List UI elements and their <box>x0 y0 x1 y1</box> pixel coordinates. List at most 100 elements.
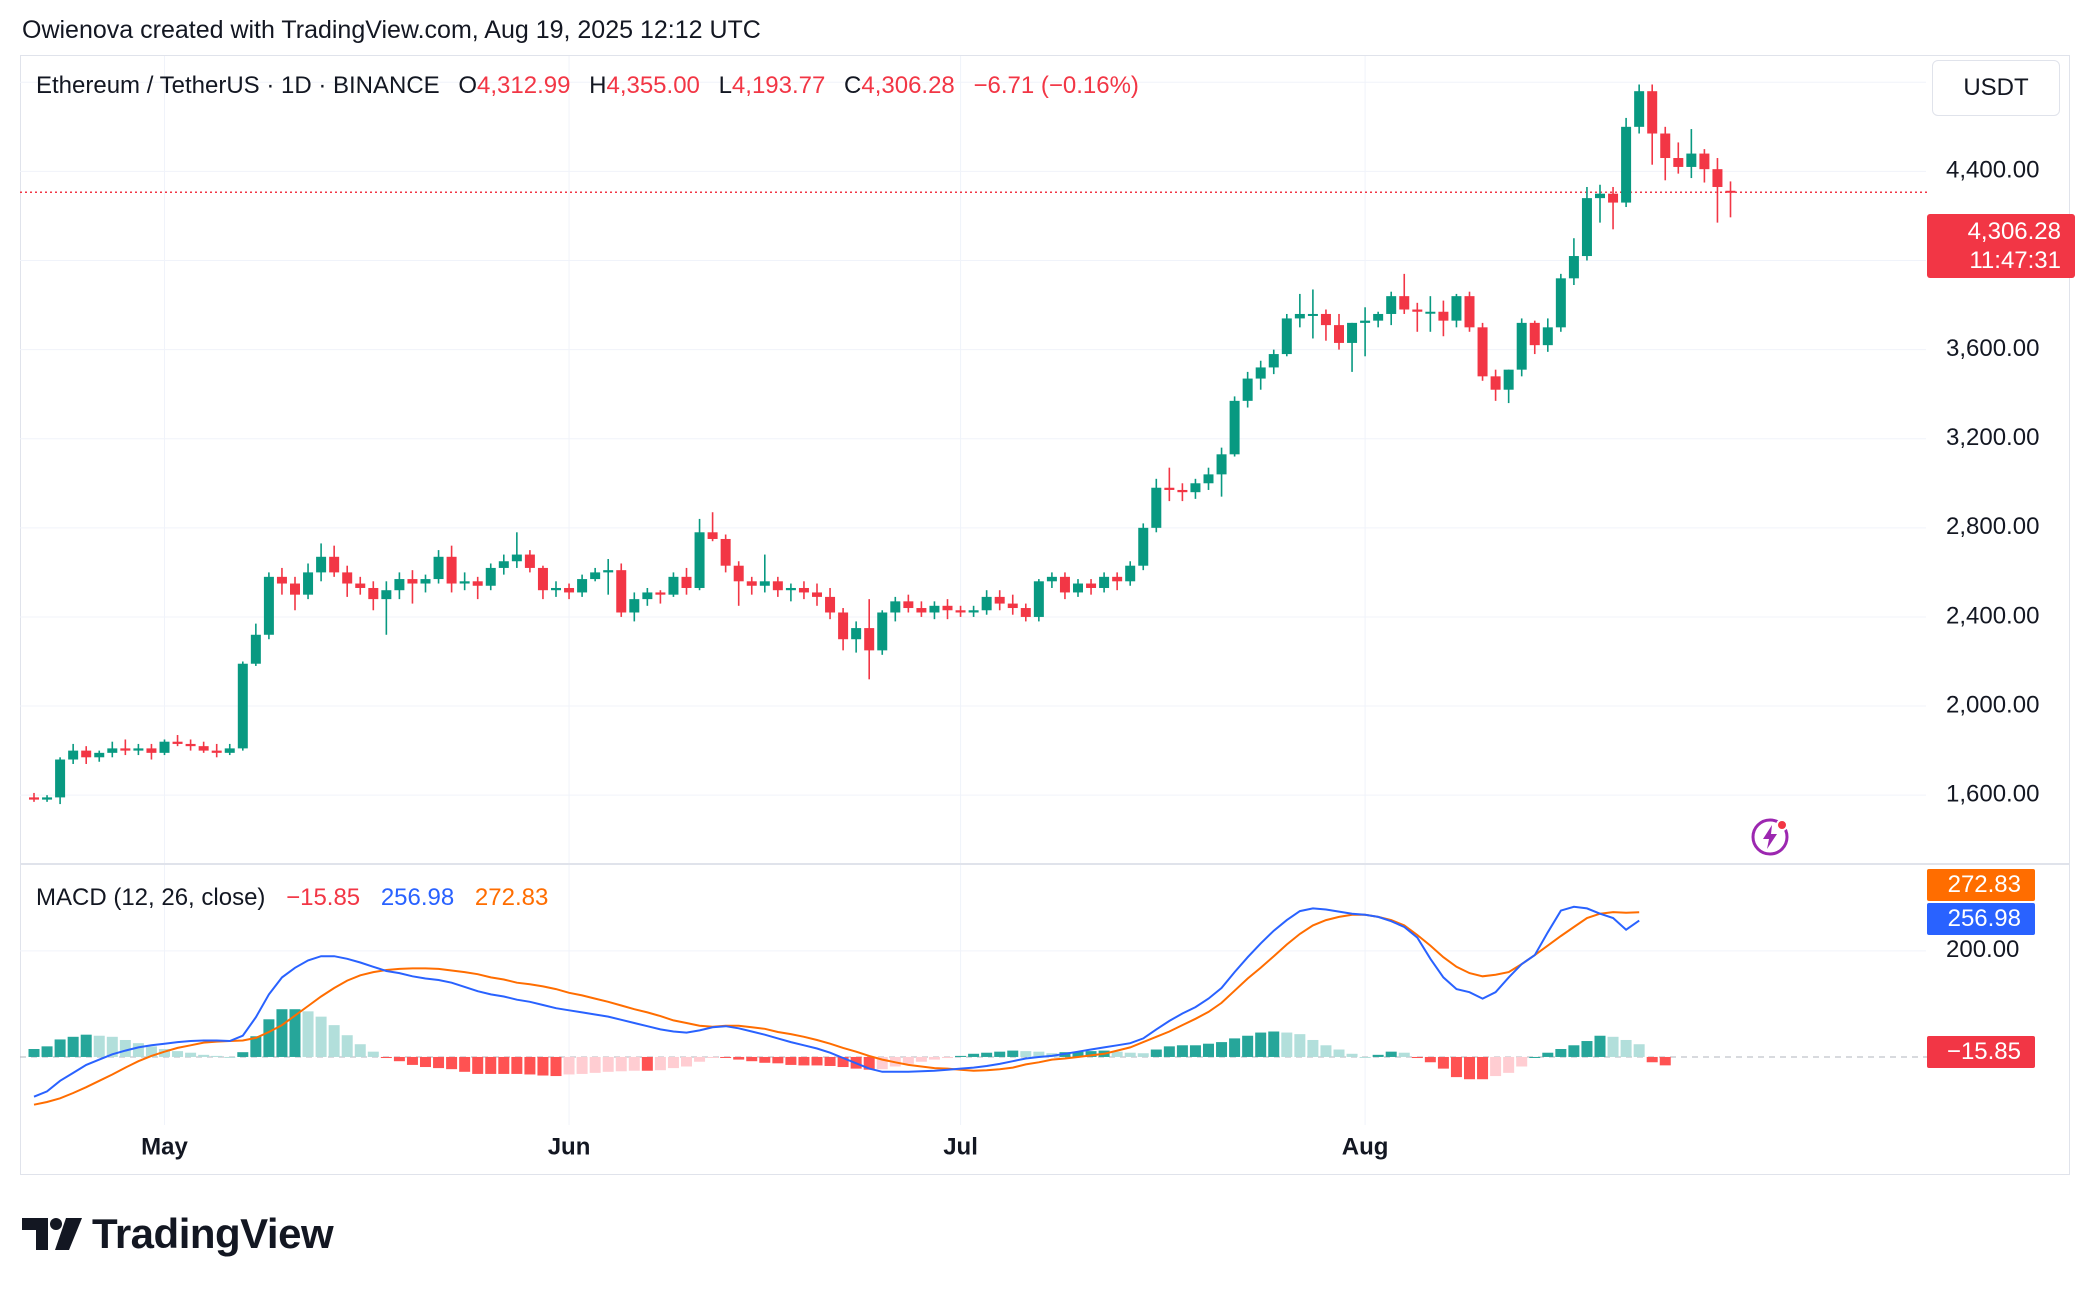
candle-body <box>1203 474 1214 484</box>
macd-histogram-bar <box>1437 1056 1449 1069</box>
candle-body <box>890 601 901 613</box>
candle-body <box>1151 487 1162 528</box>
macd-histogram-bar <box>1581 1041 1593 1057</box>
macd-histogram-bar <box>1255 1032 1267 1057</box>
price-axis: 4,800.004,400.004,000.003,600.003,200.00… <box>1946 68 2039 808</box>
macd-histogram-bar <box>928 1056 940 1060</box>
macd-histogram-bar <box>707 1056 719 1058</box>
macd-histogram-bar <box>1085 1051 1097 1057</box>
tradingview-brand[interactable]: TradingView <box>22 1210 334 1258</box>
candle-body <box>303 572 314 595</box>
candle-body <box>407 579 418 584</box>
high-value: 4,355.00 <box>606 72 700 99</box>
macd-histogram-bar <box>746 1056 758 1062</box>
macd-histogram-bar <box>237 1052 249 1057</box>
candle-body <box>146 748 157 753</box>
macd-histogram-bar <box>1633 1044 1645 1057</box>
macd-histogram-bar <box>159 1049 170 1057</box>
macd-histogram-bar <box>1411 1056 1423 1059</box>
macd-histogram-bar <box>341 1035 353 1057</box>
last-price-value: 4,306.28 <box>1967 218 2061 245</box>
candle-body <box>316 556 327 573</box>
macd-histogram-bar <box>41 1046 53 1057</box>
candle-body <box>577 579 588 593</box>
macd-histogram-bar <box>106 1036 118 1057</box>
candle-body <box>1725 190 1736 193</box>
macd-histogram-bar <box>145 1046 157 1057</box>
candle-body <box>707 532 718 539</box>
macd-histogram-bar <box>537 1056 549 1076</box>
macd-line <box>33 905 1640 1098</box>
macd-histogram-bar <box>1216 1042 1228 1057</box>
candle-body <box>1555 278 1566 328</box>
macd-legend: MACD (12, 26, close) −15.85 256.98 272.8… <box>36 884 548 912</box>
high-label: H <box>589 72 607 99</box>
macd-histogram-bar <box>119 1039 131 1057</box>
candle-body <box>381 590 392 600</box>
macd-histogram-bar <box>863 1056 875 1070</box>
candle-body <box>1490 376 1501 390</box>
candle-body <box>1399 296 1410 310</box>
candle-body <box>1320 313 1331 326</box>
macd-histogram-bar <box>837 1056 849 1068</box>
macd-histogram-bar <box>902 1056 914 1064</box>
candle-body <box>355 583 366 588</box>
low-value: 4,193.77 <box>731 72 826 99</box>
candle-body <box>1112 576 1123 582</box>
candle-body <box>224 748 235 753</box>
macd-histogram-bar <box>681 1056 692 1067</box>
candle-body <box>1699 153 1710 170</box>
macd-histogram-bar <box>524 1056 536 1075</box>
macd-histogram-bar <box>1033 1051 1045 1057</box>
candle-body <box>81 750 92 758</box>
candle-body <box>851 628 862 640</box>
candle-body <box>616 570 627 613</box>
candle-body <box>825 596 836 613</box>
candle-body <box>68 750 79 760</box>
macd-line-tag: 256.98 <box>1927 903 2035 935</box>
time-tick-label: Aug <box>1342 1133 1389 1160</box>
candle-body <box>394 579 405 591</box>
macd-histogram-bar <box>328 1025 340 1057</box>
candle-body <box>981 596 992 611</box>
candle-body <box>446 556 457 584</box>
low-label: L <box>718 72 732 99</box>
candle-body <box>1216 454 1227 475</box>
macd-histogram-bar <box>315 1016 327 1057</box>
macd-histogram-bar <box>198 1054 210 1057</box>
candle-body <box>1634 91 1645 127</box>
candle-body <box>551 587 561 591</box>
macd-histogram-bar <box>602 1056 614 1072</box>
macd-histogram-bar <box>824 1056 836 1066</box>
candle-body <box>759 581 770 586</box>
macd-histogram-bar <box>1359 1056 1371 1058</box>
macd-histogram <box>20 1009 1927 1080</box>
lightning-bolt-icon[interactable] <box>1750 817 1790 857</box>
symbol-name: Ethereum / TetherUS · 1D · BINANCE <box>36 72 440 99</box>
candle-body <box>1242 378 1253 401</box>
candle-body <box>276 576 287 584</box>
candle-body <box>1373 313 1384 321</box>
candle-body <box>524 554 535 568</box>
candle-body <box>642 592 653 600</box>
macd-histogram-bar <box>1620 1039 1632 1057</box>
macd-histogram-bar <box>1307 1039 1319 1057</box>
macd-signal-line <box>33 911 1640 1106</box>
macd-histogram-bar <box>733 1056 745 1060</box>
macd-histogram-bar <box>1594 1035 1606 1057</box>
candle-body <box>368 587 379 600</box>
candle-body <box>877 612 888 651</box>
macd-histogram-bar <box>498 1056 510 1074</box>
currency-button[interactable]: USDT <box>1932 60 2060 116</box>
candle-body <box>1099 576 1110 588</box>
candle-body <box>1177 489 1188 493</box>
price-tick-label: 2,400.00 <box>1946 602 2039 629</box>
candle-body <box>955 610 966 613</box>
macd-histogram-bar <box>1659 1056 1671 1066</box>
candle-body <box>655 592 666 595</box>
candle-body <box>929 605 940 613</box>
candle-body <box>159 741 170 753</box>
candle-body <box>1046 576 1057 582</box>
macd-histogram-bar <box>1490 1056 1502 1077</box>
